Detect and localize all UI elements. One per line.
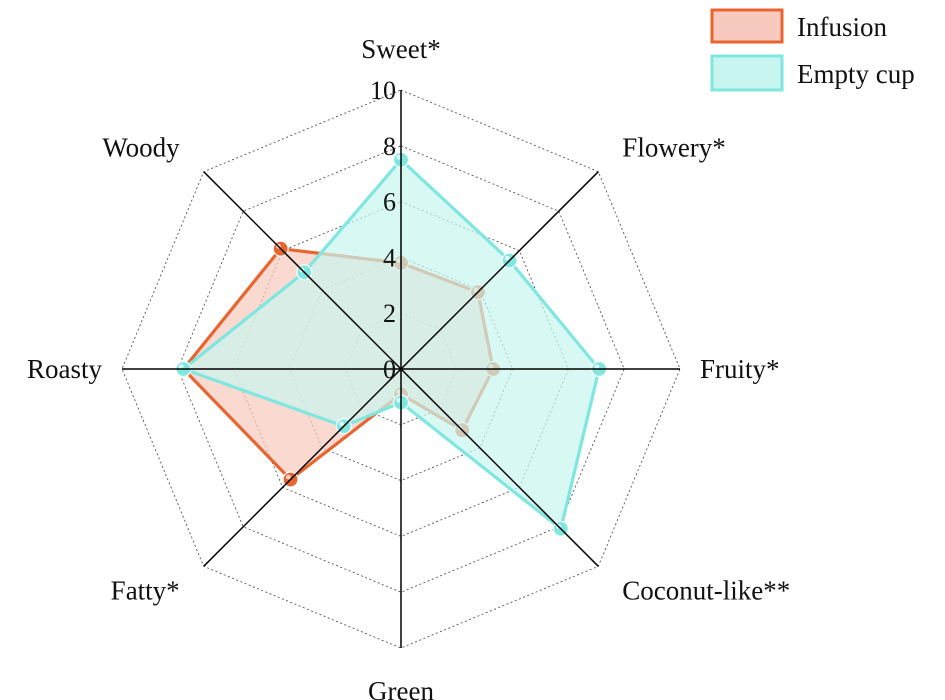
grid-ring-5: [121, 89, 681, 649]
marker-highlight-infusion-fatty: [285, 474, 291, 480]
legend: Infusion Empty cup: [710, 8, 915, 92]
axis-label-flowery: Flowery*: [622, 133, 726, 163]
r-tick-10: 10: [370, 76, 396, 105]
marker-highlight-empty-cup-fruity: [594, 364, 600, 369]
legend-label-empty-cup: Empty cup: [797, 59, 915, 89]
marker-highlight-empty-cup-sweet: [396, 154, 402, 160]
legend-swatch-empty-cup: [710, 54, 784, 92]
axis-spoke-woody: [203, 171, 402, 370]
marker-highlight-empty-cup-flowery: [504, 255, 510, 261]
axis-layer: [122, 90, 680, 648]
r-tick-4: 4: [383, 243, 396, 272]
marker-highlight-empty-cup-green: [396, 397, 402, 403]
axis-spoke-coconut-like: [400, 368, 599, 567]
axis-label-coconut-like: Coconut-like**: [622, 575, 790, 605]
r-tick-8: 8: [383, 132, 396, 161]
r-tick-2: 2: [383, 299, 396, 328]
axis-label-woody: Woody: [102, 133, 180, 163]
label-layer: Sweet* Flowery* Fruity* Coconut-like** Green…: [27, 34, 790, 700]
legend-item-infusion: Infusion: [710, 8, 887, 44]
axis-label-green: Green: [368, 676, 434, 700]
grid-ring-4: [177, 145, 625, 593]
axis-label-fatty: Fatty*: [111, 575, 180, 605]
axis-label-fruity: Fruity*: [700, 354, 780, 384]
legend-item-empty-cup: Empty cup: [710, 54, 915, 92]
axis-spoke-flowery: [400, 171, 599, 370]
marker-highlight-empty-cup-fatty: [339, 421, 344, 427]
axis-label-roasty: Roasty: [27, 354, 103, 384]
r-tick-0: 0: [383, 355, 396, 384]
legend-label-infusion: Infusion: [797, 12, 887, 42]
legend-swatch-infusion: [710, 8, 784, 44]
axis-spoke-fatty: [203, 368, 402, 567]
axis-label-sweet: Sweet*: [361, 34, 440, 64]
marker-highlight-empty-cup-roasty: [178, 364, 184, 369]
r-tick-6: 6: [383, 188, 396, 217]
